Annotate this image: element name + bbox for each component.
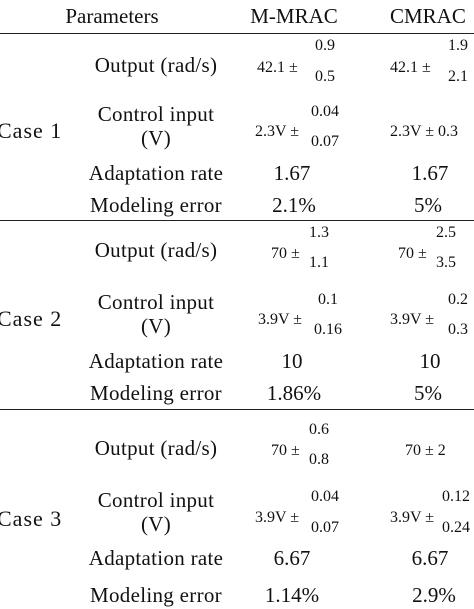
case-2-adaptation-cmrac: 10 xyxy=(419,349,441,373)
case-3-adaptation-label: Adaptation rate xyxy=(88,546,224,570)
case-1-modeling-mmrac: 2.1% xyxy=(272,193,316,217)
header-cmrac: CMRAC xyxy=(390,4,466,28)
case-2-modeling-mmrac: 1.86% xyxy=(266,381,322,405)
case-3-label: Case 3 xyxy=(0,506,63,531)
case-1-control-label-1: Control input xyxy=(97,102,215,126)
case-3-adaptation-cmrac: 6.67 xyxy=(411,546,449,570)
case-2-label: Case 2 xyxy=(0,306,63,331)
case-3-modeling-mmrac: 1.14% xyxy=(264,583,320,607)
case-1-output-label: Output (rad/s) xyxy=(94,53,218,77)
case-1-adaptation-mmrac: 1.67 xyxy=(273,161,311,185)
case-1-control-label-2: (V) xyxy=(140,126,172,150)
case-1-label: Case 1 xyxy=(0,118,63,143)
header-rule xyxy=(0,33,474,34)
case-3-modeling-cmrac: 2.9% xyxy=(412,583,456,607)
case-1-adaptation-cmrac: 1.67 xyxy=(411,161,449,185)
case-2-adaptation-label: Adaptation rate xyxy=(88,349,224,373)
case-3-control-label-1: Control input xyxy=(97,488,215,512)
case-3-output-cmrac: 70 ± 2 xyxy=(405,442,446,459)
case-3-adaptation-mmrac: 6.67 xyxy=(273,546,311,570)
header-m-mrac: M-MRAC xyxy=(250,4,338,28)
header-parameters: Parameters xyxy=(65,4,159,28)
case-2-control-label-2: (V) xyxy=(140,314,172,338)
case-1-modeling-label: Modeling error xyxy=(90,193,222,217)
case-1-control-cmrac: 2.3V ± 0.3 xyxy=(390,123,459,140)
case-1-modeling-cmrac: 5% xyxy=(414,193,442,217)
case-2-rule xyxy=(0,409,474,410)
case-3-control-label-2: (V) xyxy=(140,512,172,536)
case-2-modeling-label: Modeling error xyxy=(90,381,222,405)
case-3-output-label: Output (rad/s) xyxy=(94,436,218,460)
case-2-modeling-cmrac: 5% xyxy=(414,381,442,405)
case-1-adaptation-label: Adaptation rate xyxy=(88,161,224,185)
case-2-adaptation-mmrac: 10 xyxy=(281,349,303,373)
case-2-output-label: Output (rad/s) xyxy=(94,238,218,262)
case-1-rule xyxy=(0,220,474,221)
case-2-control-label-1: Control input xyxy=(97,290,215,314)
case-3-modeling-label: Modeling error xyxy=(90,583,222,607)
